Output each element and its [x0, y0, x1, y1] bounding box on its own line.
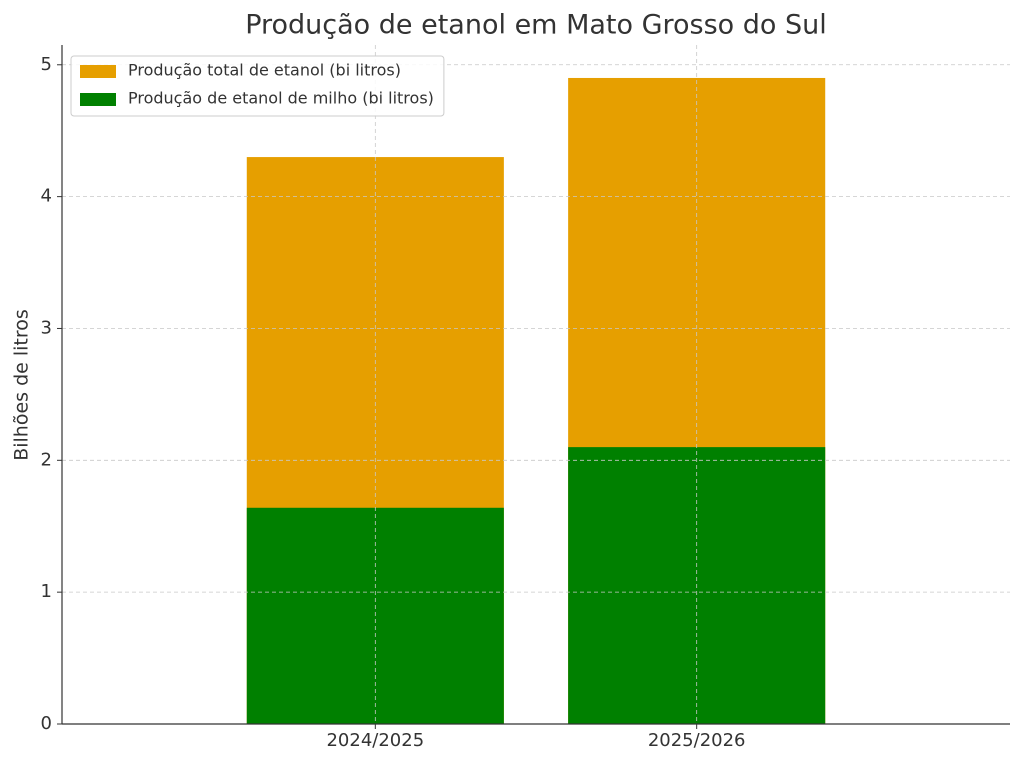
x-tick-label: 2025/2026 [648, 730, 746, 751]
legend-swatch [80, 65, 116, 78]
chart-title: Produção de etanol em Mato Grosso do Sul [245, 10, 827, 41]
y-tick-label: 4 [41, 186, 52, 207]
legend-label: Produção total de etanol (bi litros) [128, 61, 401, 80]
y-tick-label: 0 [41, 713, 52, 734]
legend-label: Produção de etanol de milho (bi litros) [128, 89, 434, 108]
legend-swatch [80, 93, 116, 106]
y-tick-label: 2 [41, 449, 52, 470]
legend: Produção total de etanol (bi litros) Prod… [70, 55, 445, 117]
y-axis-label: Bilhões de litros [11, 309, 33, 461]
x-tick-label: 2024/2025 [326, 730, 424, 751]
bar-layer [246, 77, 826, 724]
y-tick-label: 3 [41, 317, 52, 338]
grid-layer [62, 45, 1010, 725]
legend-box [70, 55, 445, 117]
y-tick-label: 1 [41, 581, 52, 602]
y-tick-label: 5 [41, 54, 52, 75]
